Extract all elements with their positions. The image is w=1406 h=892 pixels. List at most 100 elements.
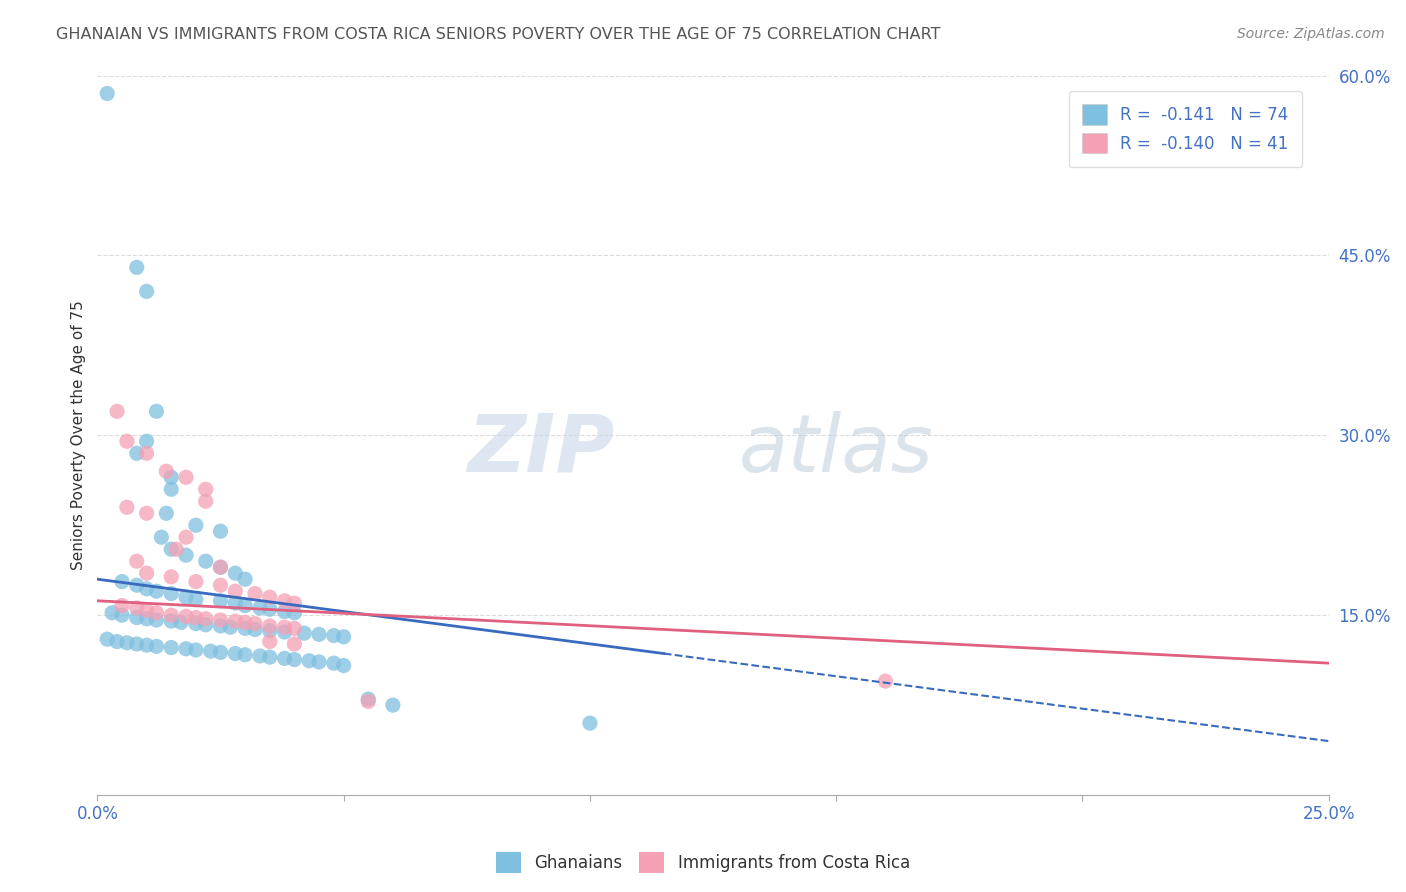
Point [194,617,217,632]
Point [224,614,246,628]
Point [160,470,183,484]
Point [283,621,305,635]
Point [111,599,134,613]
Point [174,548,197,562]
Point [308,655,330,669]
Point [209,594,232,608]
Point [155,506,177,520]
Text: GHANAIAN VS IMMIGRANTS FROM COSTA RICA SENIORS POVERTY OVER THE AGE OF 75 CORREL: GHANAIAN VS IMMIGRANTS FROM COSTA RICA S… [56,27,941,42]
Point [174,590,197,604]
Point [579,716,602,731]
Point [233,648,256,662]
Point [174,530,197,544]
Point [160,482,183,496]
Point [125,578,148,592]
Legend: R =  -0.141   N = 74, R =  -0.140   N = 41: R = -0.141 N = 74, R = -0.140 N = 41 [1069,91,1302,167]
Point [105,404,128,418]
Point [292,626,315,640]
Point [165,542,187,557]
Point [357,692,380,706]
Point [160,586,183,600]
Point [184,592,207,607]
Point [174,641,197,656]
Point [200,644,222,658]
Point [115,434,138,449]
Point [259,634,281,648]
Point [184,574,207,589]
Point [219,620,242,634]
Point [160,570,183,584]
Point [322,656,344,670]
Point [135,612,157,626]
Point [160,542,183,557]
Point [259,602,281,616]
Point [283,652,305,666]
Point [209,645,232,659]
Point [135,566,157,581]
Point [243,623,266,637]
Point [224,584,246,599]
Point [174,470,197,484]
Point [283,637,305,651]
Point [259,619,281,633]
Point [249,601,271,615]
Point [249,648,271,663]
Point [224,596,246,610]
Point [357,694,380,708]
Point [170,615,193,630]
Point [233,621,256,635]
Point [194,612,217,626]
Point [184,610,207,624]
Point [243,586,266,600]
Point [96,632,118,647]
Point [243,616,266,631]
Point [135,285,157,299]
Point [259,590,281,604]
Point [160,640,183,655]
Point [145,606,167,620]
Point [233,599,256,613]
Point [259,624,281,638]
Point [209,524,232,539]
Point [209,613,232,627]
Point [283,596,305,610]
Point [135,582,157,596]
Point [145,640,167,654]
Point [145,613,167,627]
Point [135,446,157,460]
Point [224,647,246,661]
Point [184,643,207,657]
Point [125,637,148,651]
Point [308,627,330,641]
Point [125,260,148,275]
Legend: Ghanaians, Immigrants from Costa Rica: Ghanaians, Immigrants from Costa Rica [489,846,917,880]
Point [273,605,295,619]
Point [194,482,217,496]
Point [145,404,167,418]
Point [259,650,281,665]
Point [115,636,138,650]
Point [273,620,295,634]
Y-axis label: Seniors Poverty Over the Age of 75: Seniors Poverty Over the Age of 75 [72,301,86,570]
Point [125,446,148,460]
Point [273,594,295,608]
Point [174,609,197,624]
Point [322,629,344,643]
Point [209,560,232,574]
Text: ZIP: ZIP [467,410,614,489]
Point [125,610,148,624]
Text: atlas: atlas [738,410,934,489]
Point [273,651,295,665]
Point [145,584,167,599]
Point [160,614,183,628]
Point [381,698,404,712]
Point [184,518,207,533]
Point [135,434,157,449]
Point [233,615,256,630]
Point [125,601,148,615]
Point [135,638,157,652]
Point [135,506,157,520]
Point [224,566,246,581]
Text: Source: ZipAtlas.com: Source: ZipAtlas.com [1237,27,1385,41]
Point [194,494,217,508]
